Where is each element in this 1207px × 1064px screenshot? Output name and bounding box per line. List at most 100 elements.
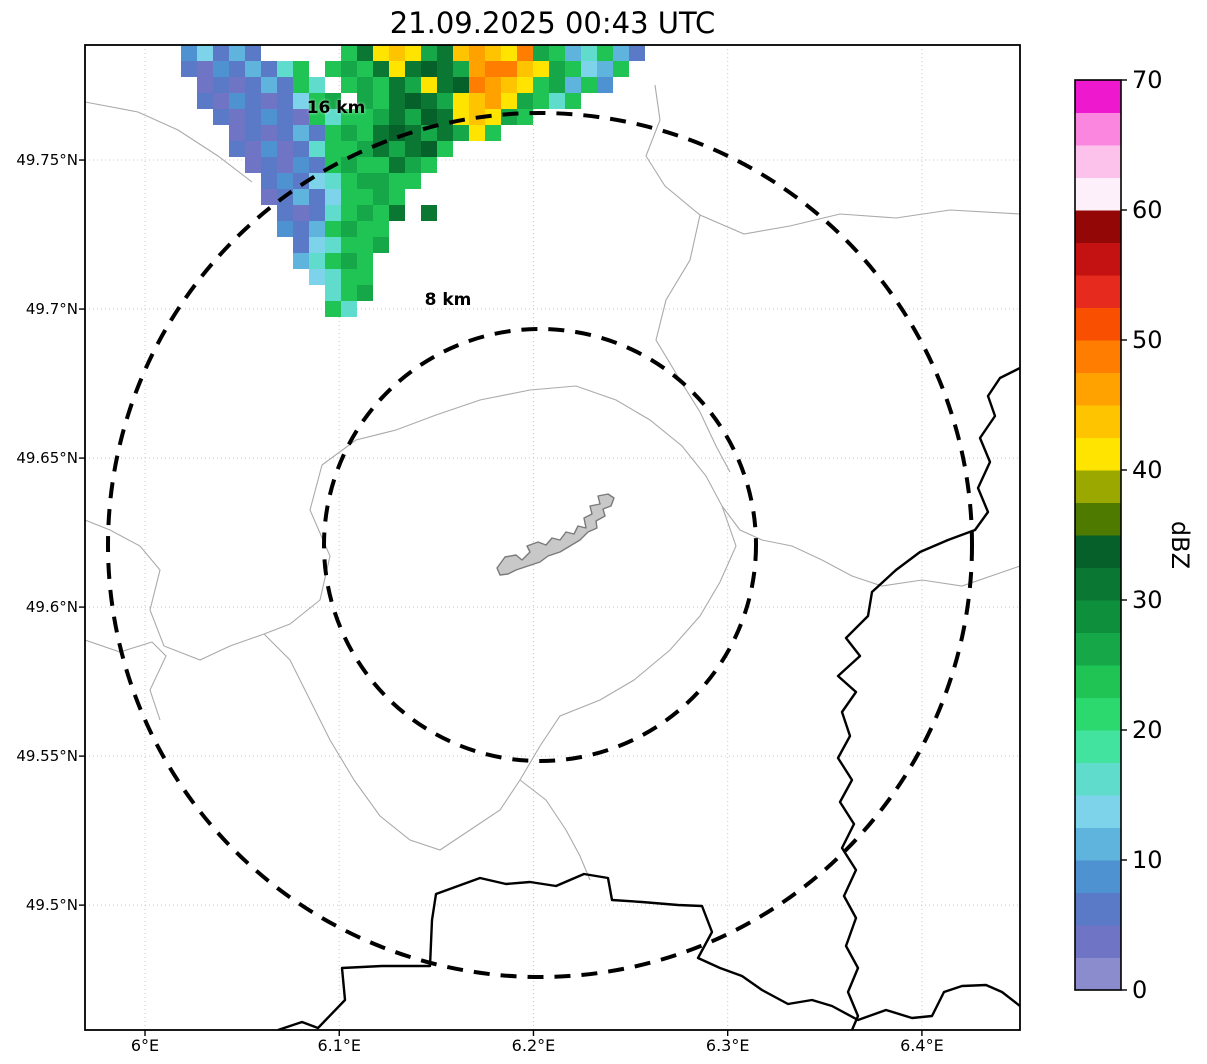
colorbar-tick-label: 60 xyxy=(1132,196,1163,224)
radar-cell xyxy=(549,61,565,77)
radar-cell xyxy=(293,189,309,205)
radar-cell xyxy=(533,93,549,109)
radar-cell xyxy=(245,141,261,157)
range-ring-16km xyxy=(106,111,974,979)
radar-cell xyxy=(373,109,389,125)
radar-cell xyxy=(357,221,373,237)
radar-cell xyxy=(277,109,293,125)
radar-cell xyxy=(517,45,533,61)
admin-border-path xyxy=(85,639,167,721)
radar-cell xyxy=(501,77,517,93)
radar-cell xyxy=(325,173,341,189)
radar-cell xyxy=(293,157,309,173)
colorbar-tick-label: 50 xyxy=(1132,326,1163,354)
radar-cell xyxy=(277,93,293,109)
radar-cell xyxy=(357,253,373,269)
radar-cell xyxy=(309,205,325,221)
airport-outline xyxy=(496,493,615,576)
radar-cell xyxy=(309,109,325,125)
radar-cell xyxy=(389,45,405,61)
radar-cell xyxy=(261,109,277,125)
radar-cell xyxy=(293,109,309,125)
radar-cell xyxy=(549,77,565,93)
colorbar-tick-label: 10 xyxy=(1132,846,1163,874)
radar-cell xyxy=(437,61,453,77)
radar-cell xyxy=(581,61,597,77)
radar-cell xyxy=(293,221,309,237)
map-layer xyxy=(85,84,1020,1030)
radar-cell xyxy=(357,189,373,205)
radar-cell xyxy=(485,77,501,93)
radar-cell xyxy=(437,93,453,109)
radar-cell xyxy=(549,93,565,109)
radar-cell xyxy=(325,109,341,125)
radar-cell xyxy=(341,61,357,77)
radar-cell xyxy=(469,45,485,61)
radar-cell xyxy=(341,237,357,253)
radar-cell xyxy=(341,253,357,269)
admin-border-path xyxy=(263,505,737,851)
radar-cell xyxy=(309,173,325,189)
radar-cell xyxy=(373,61,389,77)
colorbar-segment xyxy=(1075,665,1121,699)
radar-cell xyxy=(405,141,421,157)
radar-cell xyxy=(293,77,309,93)
radar-cell xyxy=(469,125,485,141)
radar-cell xyxy=(293,173,309,189)
colorbar-segment xyxy=(1075,242,1121,276)
radar-cell xyxy=(421,141,437,157)
radar-cell xyxy=(197,61,213,77)
radar-cell xyxy=(501,93,517,109)
radar-cell xyxy=(389,125,405,141)
radar-cell xyxy=(309,93,325,109)
radar-cell xyxy=(293,93,309,109)
radar-cell xyxy=(325,237,341,253)
colorbar-segment xyxy=(1075,80,1121,114)
x-tick-label: 6.2°E xyxy=(511,1036,556,1055)
colorbar-segment xyxy=(1075,827,1121,861)
radar-cell xyxy=(373,77,389,93)
radar-cell xyxy=(421,157,437,173)
radar-cell xyxy=(373,189,389,205)
radar-cell xyxy=(549,45,565,61)
radar-cell xyxy=(501,61,517,77)
chart-title: 21.09.2025 00:43 UTC xyxy=(389,6,716,40)
radar-cell xyxy=(389,93,405,109)
radar-cell xyxy=(389,109,405,125)
radar-cell xyxy=(485,61,501,77)
radar-cell xyxy=(277,157,293,173)
colorbar-tick-label: 20 xyxy=(1132,716,1163,744)
radar-cell xyxy=(565,93,581,109)
radar-cell xyxy=(261,77,277,93)
radar-cell xyxy=(245,61,261,77)
radar-cell xyxy=(229,125,245,141)
radar-cell xyxy=(405,61,421,77)
radar-cell xyxy=(357,45,373,61)
radar-cell xyxy=(245,77,261,93)
radar-cell xyxy=(341,45,357,61)
radar-cell xyxy=(325,93,341,109)
radar-cell xyxy=(325,301,341,317)
radar-cell xyxy=(405,109,421,125)
radar-cell xyxy=(357,93,373,109)
radar-cell xyxy=(405,173,421,189)
x-tick-label: 6.4°E xyxy=(900,1036,944,1055)
radar-cell xyxy=(341,269,357,285)
colorbar-segment xyxy=(1075,372,1121,406)
radar-cell xyxy=(389,61,405,77)
radar-cell xyxy=(277,141,293,157)
radar-cell xyxy=(213,45,229,61)
colorbar-segment xyxy=(1075,145,1121,179)
radar-cell xyxy=(309,141,325,157)
radar-cell xyxy=(373,157,389,173)
radar-cell xyxy=(421,93,437,109)
radar-cell xyxy=(581,77,597,93)
radar-cell xyxy=(389,77,405,93)
radar-cell xyxy=(357,125,373,141)
range-ring-label-8km: 8 km xyxy=(424,290,472,310)
radar-cell xyxy=(517,109,533,125)
radar-cell xyxy=(341,173,357,189)
radar-cell xyxy=(341,189,357,205)
radar-cell xyxy=(261,141,277,157)
